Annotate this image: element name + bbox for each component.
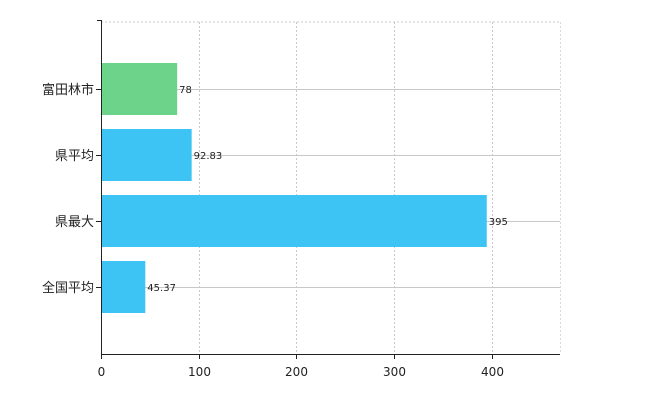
x-tick-label: 0: [98, 365, 106, 379]
category-label: 県最大: [55, 215, 94, 230]
bar: [102, 129, 192, 181]
x-tick-label: 200: [285, 365, 308, 379]
data-label: 92.83: [194, 151, 223, 162]
labels: 78 92.83 395 45.37 0 100 200 300 400 富田林市県平均県最大全国…: [42, 82, 508, 379]
x-tick-label: 400: [481, 365, 504, 379]
data-label: 395: [489, 217, 508, 228]
bars: [102, 63, 487, 313]
category-label: 県平均: [55, 149, 94, 164]
bar: [102, 63, 178, 115]
x-tick-label: 100: [188, 365, 211, 379]
category-label: 全国平均: [42, 280, 94, 296]
data-label: 78: [179, 85, 192, 96]
axes: [96, 20, 560, 359]
category-label: 富田林市: [42, 82, 94, 98]
bar: [102, 195, 487, 247]
bar: [102, 261, 146, 313]
data-label: 45.37: [147, 283, 176, 294]
x-tick-label: 300: [383, 365, 406, 379]
